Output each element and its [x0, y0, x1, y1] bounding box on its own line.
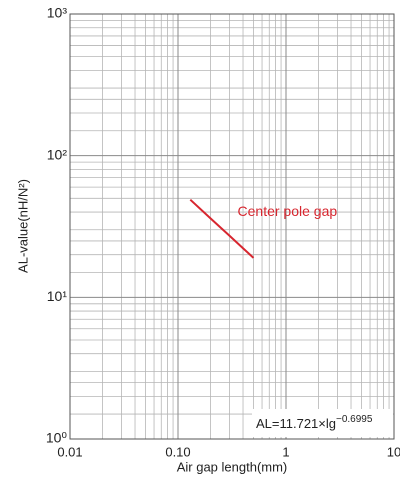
y-tick-label: 10⁰ — [46, 430, 68, 446]
marks — [189, 198, 255, 259]
x-tick-label: 1 — [282, 444, 289, 459]
formula: AL=11.721×lg−0.6995 — [256, 414, 373, 432]
x-tick-label: 0.10 — [165, 444, 190, 459]
y-tick-label: 10² — [47, 146, 68, 162]
grid — [69, 13, 395, 440]
x-axis-label: Air gap length(mm) — [177, 459, 288, 474]
x-tick-label: 10 — [387, 444, 400, 459]
data-line — [189, 198, 255, 259]
y-axis-label: AL-value(nH/N²) — [15, 179, 30, 273]
formula-exponent: −0.6995 — [336, 414, 373, 425]
y-tick-label: 10³ — [47, 5, 68, 21]
plot-frame — [69, 13, 395, 440]
x-tick-label: 0.01 — [57, 444, 82, 459]
y-tick-label: 10¹ — [47, 288, 68, 304]
formula-base: AL=11.721×lg — [256, 416, 336, 431]
formula-box — [252, 409, 393, 437]
series-label: Center pole gap — [238, 203, 338, 219]
